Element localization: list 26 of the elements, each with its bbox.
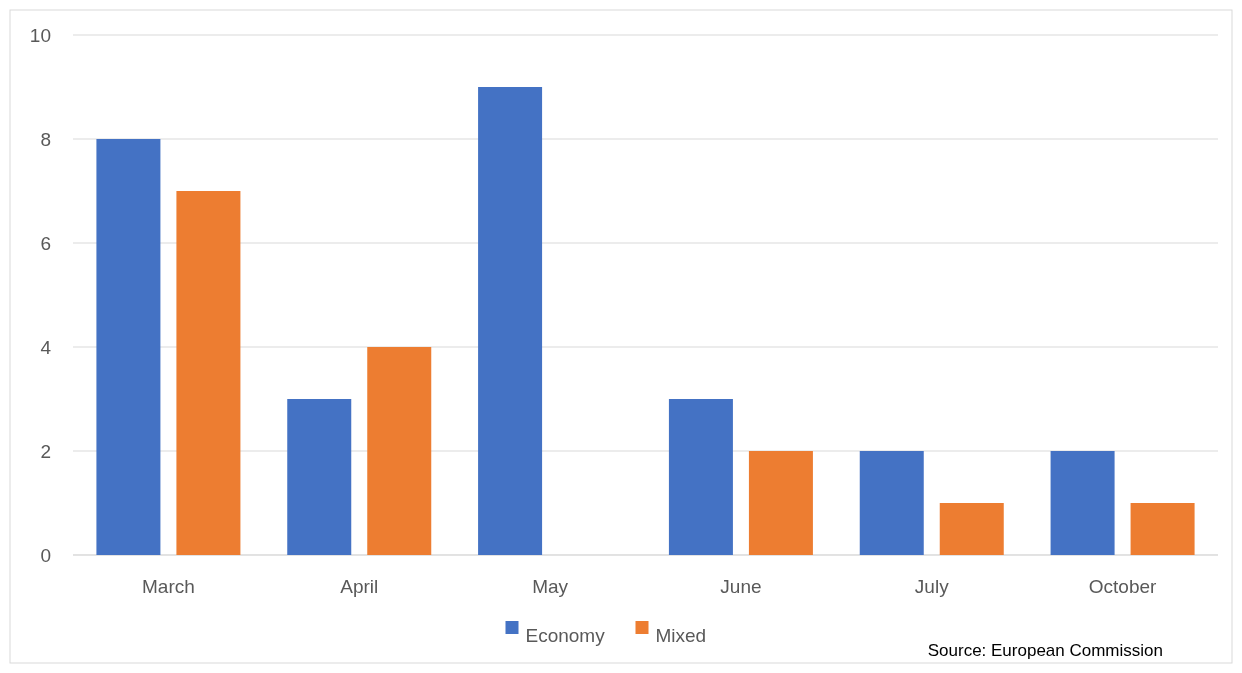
bar [367,347,432,555]
bar [1050,451,1115,555]
y-tick-label: 4 [40,336,52,358]
bar [287,399,352,555]
y-tick-label: 2 [40,440,51,462]
y-tick-label: 0 [40,544,51,566]
bar [939,503,1004,555]
bar [748,451,813,555]
x-tick-label: June [720,576,762,597]
bar [859,451,924,555]
x-tick-label: May [532,576,569,597]
x-tick-label: July [914,576,950,597]
y-tick-label: 10 [29,24,51,46]
x-tick-label: October [1088,576,1158,597]
legend-label: Mixed [655,625,707,647]
x-tick-label: March [142,576,195,597]
legend-label: Economy [525,625,606,647]
x-tick-label: April [340,576,379,597]
bar [668,399,733,555]
bar [478,87,543,555]
y-tick-label: 8 [40,128,51,150]
bar [96,139,161,555]
bar [176,191,241,555]
source-note: Source: European Commission [927,641,1163,660]
bar [1130,503,1195,555]
y-tick-label: 6 [40,232,51,254]
